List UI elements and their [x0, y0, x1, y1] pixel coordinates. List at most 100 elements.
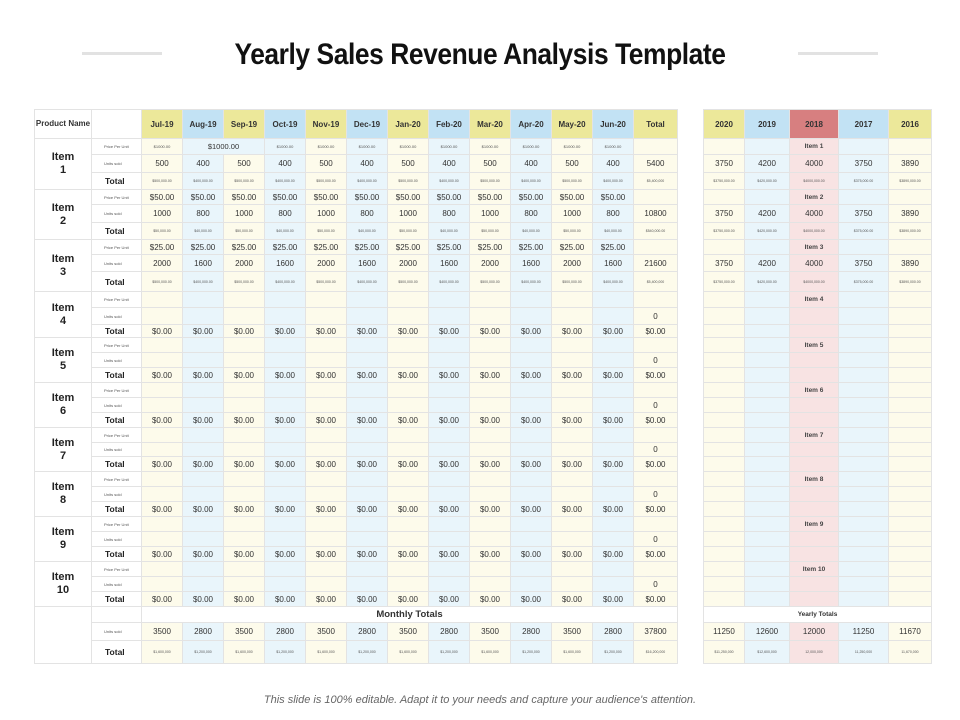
year-units-cell: 3750: [838, 204, 889, 223]
grand-total-cell: $0.00: [633, 456, 678, 472]
units-cell: 1000: [551, 204, 593, 223]
units-cell: [387, 442, 429, 457]
total-cell: $0.00: [551, 324, 593, 338]
units-cell: [141, 442, 183, 457]
price-cell: $1000.00: [592, 138, 634, 155]
year-units-row: 3750 4200 4000 3750 3890: [703, 204, 932, 223]
price-cell: [469, 382, 511, 398]
year-units-row: [703, 397, 932, 413]
units-cell: [428, 397, 470, 413]
total-cell: $0.00: [469, 546, 511, 562]
year-units-cell: [703, 397, 745, 413]
year-item-label: Item 4: [789, 291, 839, 308]
month-header: Mar-20: [469, 109, 511, 139]
year-cell: [744, 382, 790, 398]
year-units-cell: [888, 352, 932, 368]
units-cell: 2000: [387, 254, 429, 272]
units-row: Units sold 1000 800 1000 800 1000 800 1000 800 10…: [35, 204, 678, 223]
units-cell: 1600: [346, 254, 388, 272]
units-cell: 400: [346, 154, 388, 173]
item-name: Item 7: [34, 427, 92, 472]
monthly-units-total: 37800: [633, 622, 678, 641]
units-cell: [592, 352, 634, 368]
units-cell: [223, 576, 265, 592]
units-cell: [469, 397, 511, 413]
year-header: 2016: [888, 109, 932, 139]
units-cell: [387, 352, 429, 368]
monthly-blank: [34, 606, 92, 664]
price-cell: [510, 337, 552, 353]
year-total-cell: [744, 456, 790, 472]
price-cell: [592, 337, 634, 353]
price-cell: [469, 291, 511, 308]
price-cell: $25.00: [223, 239, 265, 255]
units-cell: [346, 486, 388, 502]
year-cell: [888, 138, 932, 155]
units-total-cell: 0: [633, 352, 678, 368]
year-total-row: [703, 591, 932, 607]
units-cell: [305, 307, 347, 325]
price-cell: [141, 561, 183, 577]
total-cell: $500,000.00: [141, 271, 183, 292]
units-cell: [264, 352, 306, 368]
year-cell: [888, 189, 932, 205]
year-header-row: 2020 2019 2018 2017 2016: [703, 109, 932, 139]
year-total-cell: [744, 546, 790, 562]
units-cell: [428, 442, 470, 457]
total-label: Total: [91, 546, 142, 562]
price-cell: [510, 427, 552, 443]
units-cell: 1000: [469, 204, 511, 223]
year-total-cell: [789, 412, 839, 428]
total-cell: $0.00: [428, 456, 470, 472]
yearly-sales-table: 2020 2019 2018 2017 2016 Item 1 3750 4200 4000 37…: [703, 109, 932, 664]
total-cell: $0.00: [551, 412, 593, 428]
year-cell: [703, 239, 745, 255]
total-cell: $0.00: [592, 591, 634, 607]
units-cell: [305, 531, 347, 547]
year-units-cell: [703, 531, 745, 547]
monthly-total-cell: $1,200,000: [182, 640, 224, 664]
units-cell: 1600: [182, 254, 224, 272]
year-item-row: Item 3: [703, 239, 932, 255]
total-cell: $0.00: [305, 367, 347, 383]
monthly-totals-label: Monthly Totals: [141, 606, 678, 623]
units-label: Units sold: [91, 397, 142, 413]
units-total-cell: 0: [633, 531, 678, 547]
total-cell: $50,000.00: [387, 222, 429, 240]
price-cell: [305, 516, 347, 532]
price-cell: [223, 516, 265, 532]
units-row: Units sold 500 400 500 400 500 400 500 400 500 400…: [35, 154, 678, 173]
year-total-cell: $3890,000.00: [888, 222, 932, 240]
units-cell: [264, 576, 306, 592]
units-cell: 1000: [387, 204, 429, 223]
year-total-cell: [838, 412, 889, 428]
units-cell: 800: [428, 204, 470, 223]
monthly-units-cell: 3500: [469, 622, 511, 641]
total-row: Total $50,000.00 $40,000.00 $50,000.00 $40,0…: [35, 222, 678, 240]
year-total-cell: [744, 367, 790, 383]
price-cell: [305, 427, 347, 443]
price-cell: [223, 382, 265, 398]
units-cell: [469, 442, 511, 457]
year-total-cell: [703, 591, 745, 607]
yearly-totals-row: Yearly Totals: [703, 606, 932, 623]
price-total-cell: [633, 561, 678, 577]
month-header: Nov-19: [305, 109, 347, 139]
year-cell: [888, 561, 932, 577]
price-cell: [346, 337, 388, 353]
year-total-row: [703, 546, 932, 562]
total-cell: $0.00: [346, 591, 388, 607]
year-total-cell: [838, 456, 889, 472]
year-total-cell: [888, 546, 932, 562]
price-cell: $1000.00: [182, 138, 265, 155]
year-units-cell: [744, 442, 790, 457]
year-units-cell: [703, 442, 745, 457]
monthly-totals-row: Monthly Totals: [34, 606, 678, 664]
monthly-units-row: Units sold 3500 2800 3500 2800 3500 2800 3500 28…: [35, 622, 678, 641]
year-units-cell: [703, 307, 745, 325]
year-units-cell: [888, 531, 932, 547]
year-units-cell: [838, 442, 889, 457]
year-total-cell: [838, 591, 889, 607]
total-cell: $0.00: [387, 591, 429, 607]
monthly-units-cell: 3500: [305, 622, 347, 641]
